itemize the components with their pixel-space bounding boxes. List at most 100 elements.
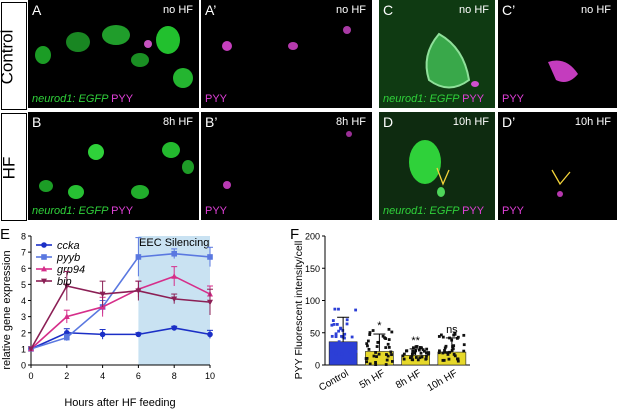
row-label-control: Control <box>0 29 17 85</box>
f-data-point <box>332 323 336 326</box>
f-y-tick-label: 200 <box>305 232 320 242</box>
e-x-tick-label: 2 <box>64 371 69 381</box>
f-data-point <box>330 323 334 327</box>
f-data-point <box>330 334 334 338</box>
e-legend-marker-ccka <box>41 242 47 248</box>
f-data-point <box>414 345 418 349</box>
f-data-point <box>441 351 445 355</box>
f-data-point <box>386 342 390 346</box>
f-bar <box>328 341 358 366</box>
f-data-point <box>345 318 349 322</box>
e-point-grp94 <box>171 273 178 279</box>
e-series-line-bip <box>30 285 211 350</box>
e-legend-marker-pyyb <box>41 254 47 260</box>
f-data-point <box>384 363 388 366</box>
e-point-pyyb <box>207 254 213 260</box>
f-data-point <box>367 348 371 351</box>
e-legend-marker-bip <box>41 278 47 285</box>
f-data-point <box>411 346 415 350</box>
e-x-tick-label: 6 <box>136 371 141 381</box>
f-data-point <box>337 340 341 344</box>
e-y-tick-label: 4 <box>21 296 26 306</box>
f-data-point <box>443 348 446 352</box>
panel-c-condition: no HF <box>459 4 489 16</box>
f-data-point <box>446 353 450 356</box>
f-data-point <box>381 334 385 338</box>
panel-d-image <box>379 112 495 220</box>
panel-c-prime-label: C’ <box>502 2 516 18</box>
panel-a-label: A <box>32 2 42 18</box>
panel-f-letter: F <box>290 226 300 243</box>
f-data-point <box>411 358 415 362</box>
f-category-label: 5h HF <box>358 368 387 391</box>
f-data-point <box>334 345 338 348</box>
f-data-point <box>375 345 379 348</box>
e-y-tick-label: 2 <box>21 328 26 338</box>
f-data-point <box>385 353 388 356</box>
f-data-point <box>340 334 343 338</box>
panel-f-chart: PYY Fluorescent intensity/cell 0 50 100 150… <box>293 232 470 394</box>
panel-a-caption: neurod1: EGFP PYY <box>32 93 133 105</box>
e-y-tick-label: 7 <box>21 248 26 258</box>
e-point-bip <box>171 296 178 303</box>
f-data-point <box>444 344 448 348</box>
caption-pyy: PYY <box>111 93 134 105</box>
f-data-point <box>377 352 381 356</box>
e-x-tick-label: 4 <box>100 371 105 381</box>
e-point-bip <box>63 283 70 290</box>
f-data-point <box>418 356 422 360</box>
f-significance-label: ** <box>411 335 420 347</box>
panel-c-prime: C’ no HF PYY <box>498 0 617 108</box>
f-data-point <box>333 307 337 311</box>
f-data-point <box>354 308 358 312</box>
e-legend-label-grp94: grp94 <box>57 264 85 276</box>
panel-e-letter: E <box>0 226 11 243</box>
panel-c: C no HF neurod1: EGFP PYY <box>379 0 495 108</box>
panel-d: D 10h HF neurod1: EGFP PYY <box>379 112 495 220</box>
panel-c-caption: neurod1: EGFP PYY <box>383 93 485 105</box>
panel-b-caption: neurod1: EGFP PYY <box>32 205 134 217</box>
panel-a-image <box>35 25 193 88</box>
e-point-bip <box>99 291 106 298</box>
f-data-point <box>368 362 372 366</box>
f-data-point <box>456 335 460 339</box>
e-legend-marker-grp94 <box>41 265 47 272</box>
f-data-point <box>453 331 457 335</box>
f-data-point <box>377 340 380 344</box>
row-label-box-hf: HF <box>0 113 27 221</box>
f-data-point <box>401 354 405 358</box>
e-y-tick-label: 0 <box>21 361 26 371</box>
caption-gene: neurod1: EGFP <box>32 93 109 105</box>
f-data-point <box>422 349 426 353</box>
f-data-point <box>416 358 420 362</box>
e-y-tick-label: 1 <box>21 344 26 354</box>
panel-d-prime: D’ 10h HF PYY <box>498 112 617 220</box>
e-point-pyyb <box>64 334 70 341</box>
f-data-point <box>353 354 356 358</box>
e-y-tick-label: 3 <box>21 312 26 322</box>
e-point-ccka <box>171 325 177 331</box>
panel-a-condition: no HF <box>163 4 193 16</box>
f-data-point <box>339 326 342 330</box>
f-data-point <box>337 307 340 311</box>
e-legend-label-bip: bip <box>57 276 72 288</box>
e-y-tick-label: 8 <box>21 232 26 242</box>
row-label-box-control: Control <box>0 2 27 110</box>
f-y-tick-label: 50 <box>310 328 320 338</box>
f-data-point <box>368 333 372 336</box>
e-point-ccka <box>99 331 106 338</box>
f-data-point <box>410 355 414 358</box>
f-bar <box>401 355 430 366</box>
f-data-point <box>390 353 393 357</box>
f-data-point <box>402 357 406 361</box>
f-data-point <box>452 352 456 356</box>
f-data-point <box>425 351 428 355</box>
f-data-point <box>420 355 424 359</box>
f-data-point <box>391 360 394 363</box>
panel-b-condition: 8h HF <box>163 116 193 128</box>
e-y-tick-label: 6 <box>21 264 26 274</box>
f-data-point <box>421 348 425 352</box>
f-data-point <box>374 361 377 364</box>
f-data-point <box>443 346 447 350</box>
f-data-point <box>389 350 393 354</box>
